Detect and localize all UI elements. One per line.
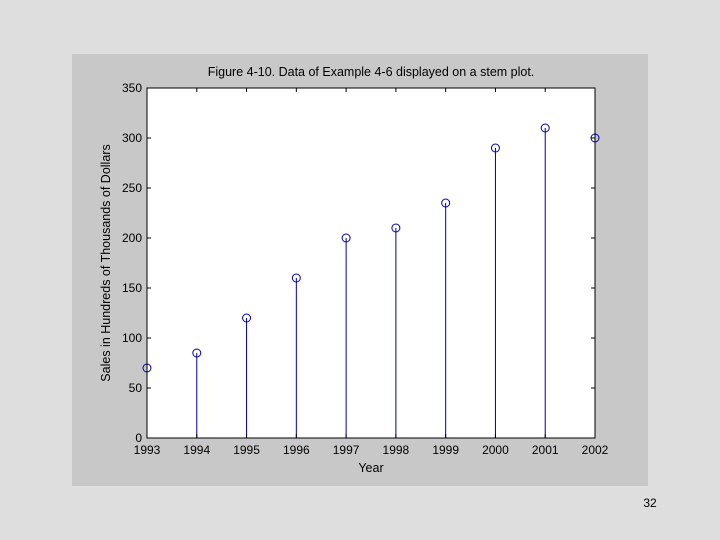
y-axis-label: Sales in Hundreds of Thousands of Dollar…: [99, 144, 113, 381]
x-tick-label: 2002: [582, 443, 609, 457]
y-ticks-layer: 0 50 100 150 200 250 300 350: [122, 81, 595, 445]
y-tick-label: 300: [122, 131, 142, 145]
stem-marker: [391, 223, 401, 233]
axes-background: [147, 88, 595, 438]
stem-marker: [540, 123, 550, 133]
stem-marker: [192, 348, 202, 358]
x-tick-label: 2000: [482, 443, 509, 457]
x-axis-label: Year: [358, 461, 383, 475]
y-tick-label: 50: [129, 381, 143, 395]
x-tick-label: 1996: [283, 443, 310, 457]
x-tick-label: 1993: [134, 443, 161, 457]
figure-panel: Figure 4-10. Data of Example 4-6 display…: [72, 54, 648, 486]
x-tick-label: 1999: [432, 443, 459, 457]
x-tick-label: 1994: [183, 443, 210, 457]
page-number: 32: [643, 496, 657, 510]
x-tick-label: 1995: [233, 443, 260, 457]
stem-marker: [242, 313, 252, 323]
stem-chart: Figure 4-10. Data of Example 4-6 display…: [99, 65, 609, 475]
x-ticks-layer: 1993 1994 1995 1996 1997 1998 1999 2000 2001 2002: [134, 88, 609, 457]
stem-marker: [490, 143, 500, 153]
stem-marker: [441, 198, 451, 208]
stem-marker: [291, 273, 301, 283]
y-tick-label: 250: [122, 181, 142, 195]
y-tick-label: 150: [122, 281, 142, 295]
y-tick-label: 200: [122, 231, 142, 245]
x-tick-label: 1997: [333, 443, 360, 457]
chart-title: Figure 4-10. Data of Example 4-6 display…: [208, 65, 535, 79]
axes-frame: [146, 87, 596, 439]
y-tick-label: 0: [135, 431, 142, 445]
x-tick-label: 1998: [383, 443, 410, 457]
y-tick-label: 350: [122, 81, 142, 95]
y-tick-label: 100: [122, 331, 142, 345]
stem-marker: [341, 233, 351, 243]
x-tick-label: 2001: [532, 443, 559, 457]
